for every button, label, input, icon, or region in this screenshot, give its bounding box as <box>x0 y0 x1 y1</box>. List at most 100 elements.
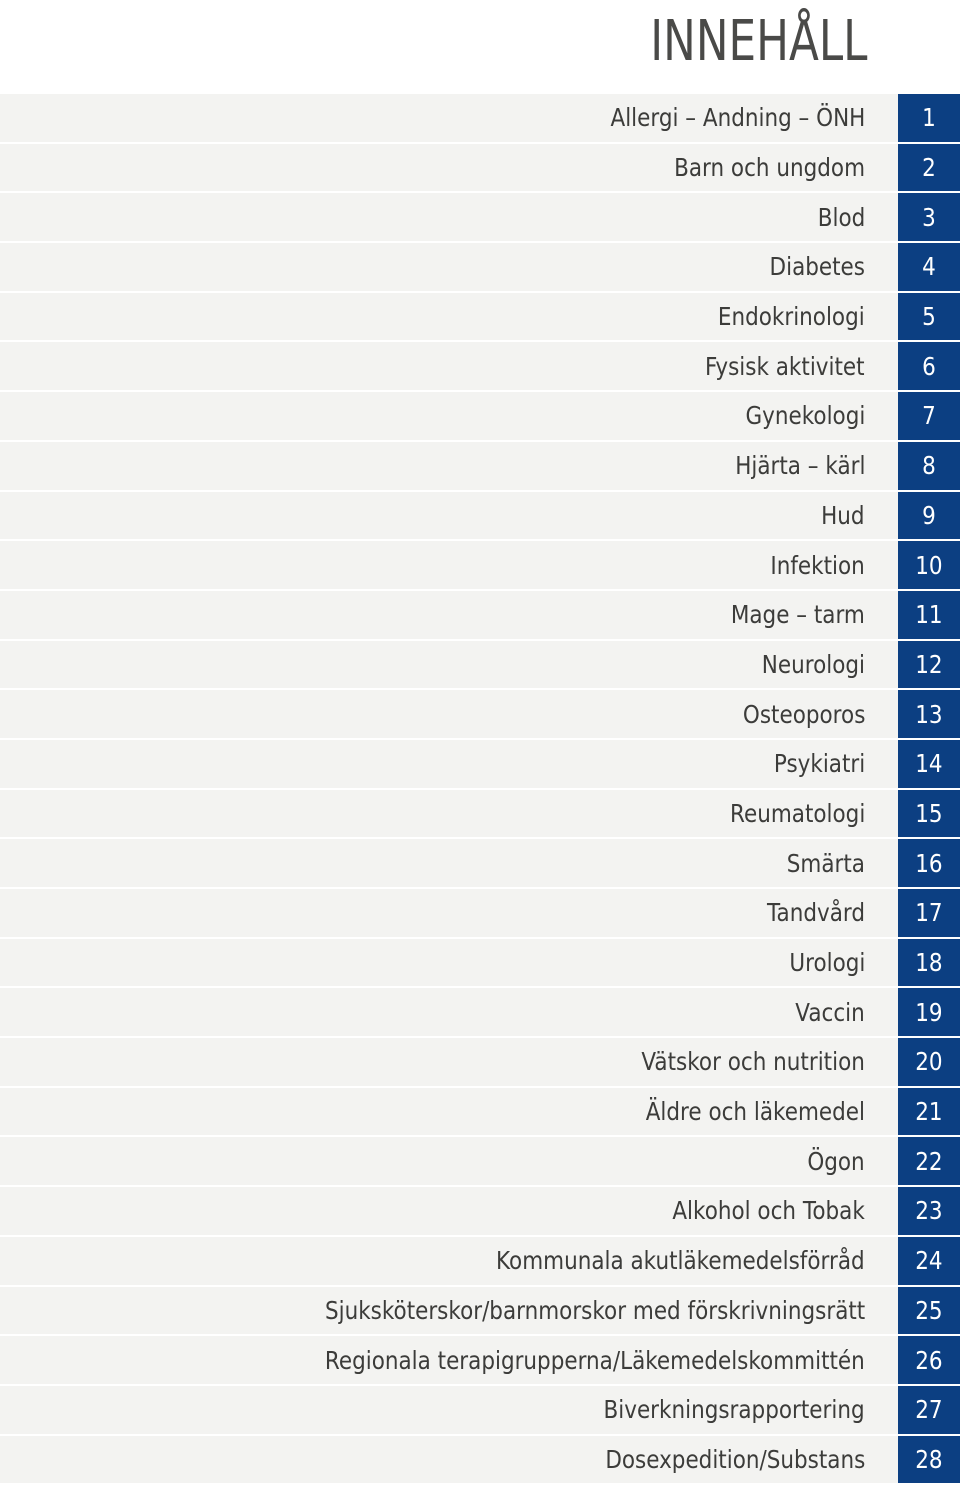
toc-section-number-tab[interactable]: 12 <box>898 640 960 689</box>
toc-section-number-tab[interactable]: 6 <box>898 342 960 391</box>
toc-section-number-tab[interactable]: 7 <box>898 392 960 440</box>
toc-section-number-tab[interactable]: 18 <box>898 938 960 987</box>
toc-section-number-tab[interactable]: 2 <box>898 143 960 192</box>
toc-section-number-tab[interactable]: 21 <box>898 1087 960 1136</box>
toc-row[interactable]: Fysisk aktivitet 6 <box>0 342 960 391</box>
toc-entry-label[interactable]: Alkohol och Tobak <box>672 1196 865 1226</box>
toc-row[interactable]: Infektion 10 <box>0 541 960 589</box>
toc-entry-label[interactable]: Infektion <box>770 550 865 580</box>
toc-section-number-tab[interactable]: 4 <box>898 243 960 291</box>
toc-section-number-tab[interactable]: 11 <box>898 590 960 639</box>
toc-entry-label[interactable]: Reumatologi <box>729 798 865 828</box>
toc-section-number: 19 <box>915 997 943 1027</box>
toc-row[interactable]: Barn och ungdom 2 <box>0 143 960 192</box>
toc-section-number-tab[interactable]: 25 <box>898 1286 960 1335</box>
toc-entry-label[interactable]: Sjuksköterskor/barnmorskor med förskrivn… <box>324 1295 865 1325</box>
toc-entry-label[interactable]: Hud <box>821 500 865 530</box>
toc-row[interactable]: Äldre och läkemedel 21 <box>0 1087 960 1136</box>
toc-entry-label[interactable]: Äldre och läkemedel <box>645 1097 865 1127</box>
toc-entry-label[interactable]: Regionala terapigrupperna/Läkemedelskomm… <box>325 1345 865 1375</box>
toc-entry-label[interactable]: Osteoporos <box>742 699 865 729</box>
toc-section-number-tab[interactable]: 13 <box>898 690 960 738</box>
toc-row[interactable]: Diabetes 4 <box>0 243 960 291</box>
toc-section-number-tab[interactable]: 15 <box>898 789 960 838</box>
toc-entry-label[interactable]: Diabetes <box>769 252 865 282</box>
toc-entry-label[interactable]: Vaccin <box>795 997 865 1027</box>
toc-row[interactable]: Alkohol och Tobak 23 <box>0 1187 960 1235</box>
toc-section-number: 3 <box>922 202 936 232</box>
toc-entry-label[interactable]: Allergi – Andning – ÖNH <box>610 103 865 133</box>
toc-section-number-tab[interactable]: 9 <box>898 491 960 540</box>
toc-row[interactable]: Vaccin 19 <box>0 988 960 1037</box>
toc-row[interactable]: Psykiatri 14 <box>0 739 960 788</box>
toc-row[interactable]: Sjuksköterskor/barnmorskor med förskrivn… <box>0 1286 960 1335</box>
toc-section-number: 11 <box>915 600 943 630</box>
toc-section-number-tab[interactable]: 17 <box>898 889 960 937</box>
toc-section-number-tab[interactable]: 19 <box>898 988 960 1037</box>
toc-row[interactable]: Reumatologi 15 <box>0 789 960 838</box>
toc-entry-label[interactable]: Mage – tarm <box>730 600 865 630</box>
toc-row[interactable]: Neurologi 12 <box>0 640 960 689</box>
toc-section-number: 16 <box>915 848 943 878</box>
toc-row-band <box>0 789 898 838</box>
toc-entry-label[interactable]: Dosexpedition/Substans <box>605 1444 865 1474</box>
toc-section-number-tab[interactable]: 28 <box>898 1435 960 1484</box>
toc-entry-label[interactable]: Urologi <box>788 948 865 978</box>
toc-row-band <box>0 143 898 192</box>
toc-section-number-tab[interactable]: 27 <box>898 1385 960 1434</box>
toc-section-number-tab[interactable]: 26 <box>898 1336 960 1384</box>
toc-row[interactable]: Regionala terapigrupperna/Läkemedelskomm… <box>0 1336 960 1384</box>
toc-section-number: 26 <box>915 1345 943 1375</box>
toc-section-number: 28 <box>915 1444 943 1474</box>
toc-entry-label[interactable]: Kommunala akutläkemedelsförråd <box>496 1246 865 1276</box>
toc-section-number-tab[interactable]: 1 <box>898 94 960 142</box>
toc-row[interactable]: Biverkningsrapportering 27 <box>0 1385 960 1434</box>
page-title: INNEHÅLL <box>649 9 867 74</box>
toc-row[interactable]: Vätskor och nutrition 20 <box>0 1038 960 1086</box>
toc-row[interactable]: Dosexpedition/Substans 28 <box>0 1435 960 1484</box>
toc-row-band <box>0 590 898 639</box>
toc-row[interactable]: Blod 3 <box>0 193 960 242</box>
toc-section-number-tab[interactable]: 23 <box>898 1187 960 1235</box>
toc-entry-label[interactable]: Hjärta – kärl <box>734 451 865 481</box>
toc-row[interactable]: Ögon 22 <box>0 1137 960 1186</box>
toc-section-number-tab[interactable]: 8 <box>898 441 960 490</box>
toc-section-number-tab[interactable]: 5 <box>898 292 960 341</box>
toc-entry-label[interactable]: Ögon <box>807 1146 865 1176</box>
toc-row[interactable]: Allergi – Andning – ÖNH 1 <box>0 94 960 142</box>
toc-section-number-tab[interactable]: 16 <box>898 839 960 887</box>
toc-entry-label[interactable]: Vätskor och nutrition <box>641 1047 865 1077</box>
toc-row[interactable]: Endokrinologi 5 <box>0 292 960 341</box>
toc-entry-label[interactable]: Gynekologi <box>745 401 865 431</box>
toc-section-number: 27 <box>915 1395 943 1425</box>
toc-section-number: 24 <box>915 1246 943 1276</box>
toc-entry-label[interactable]: Psykiatri <box>773 749 865 779</box>
toc-row[interactable]: Osteoporos 13 <box>0 690 960 738</box>
toc-section-number-tab[interactable]: 10 <box>898 541 960 589</box>
toc-section-number-tab[interactable]: 24 <box>898 1236 960 1285</box>
toc-section-number-tab[interactable]: 20 <box>898 1038 960 1086</box>
toc-row[interactable]: Hud 9 <box>0 491 960 540</box>
toc-entry-label[interactable]: Neurologi <box>761 649 865 679</box>
toc-row[interactable]: Urologi 18 <box>0 938 960 987</box>
toc-entry-label[interactable]: Smärta <box>786 848 865 878</box>
toc-row[interactable]: Mage – tarm 11 <box>0 590 960 639</box>
toc-row[interactable]: Hjärta – kärl 8 <box>0 441 960 490</box>
toc-row[interactable]: Tandvård 17 <box>0 889 960 937</box>
toc-row-band <box>0 441 898 490</box>
toc-section-number-tab[interactable]: 14 <box>898 739 960 788</box>
toc-row[interactable]: Kommunala akutläkemedelsförråd 24 <box>0 1236 960 1285</box>
toc-section-number-tab[interactable]: 22 <box>898 1137 960 1186</box>
toc-row[interactable]: Smärta 16 <box>0 839 960 887</box>
toc-section-number-tab[interactable]: 3 <box>898 193 960 242</box>
toc-entry-label[interactable]: Barn och ungdom <box>674 153 865 183</box>
toc-row[interactable]: Gynekologi 7 <box>0 392 960 440</box>
toc-row-band <box>0 988 898 1037</box>
toc-entry-label[interactable]: Endokrinologi <box>718 302 865 332</box>
toc-entry-label[interactable]: Biverkningsrapportering <box>603 1395 865 1425</box>
toc-entry-label[interactable]: Blod <box>817 202 865 232</box>
toc-entry-label[interactable]: Tandvård <box>766 898 865 928</box>
toc-entry-label[interactable]: Fysisk aktivitet <box>705 351 865 381</box>
toc-row-band <box>0 1038 898 1086</box>
table-of-contents: Allergi – Andning – ÖNH 1 Barn och ungdom 2… <box>0 94 960 1485</box>
